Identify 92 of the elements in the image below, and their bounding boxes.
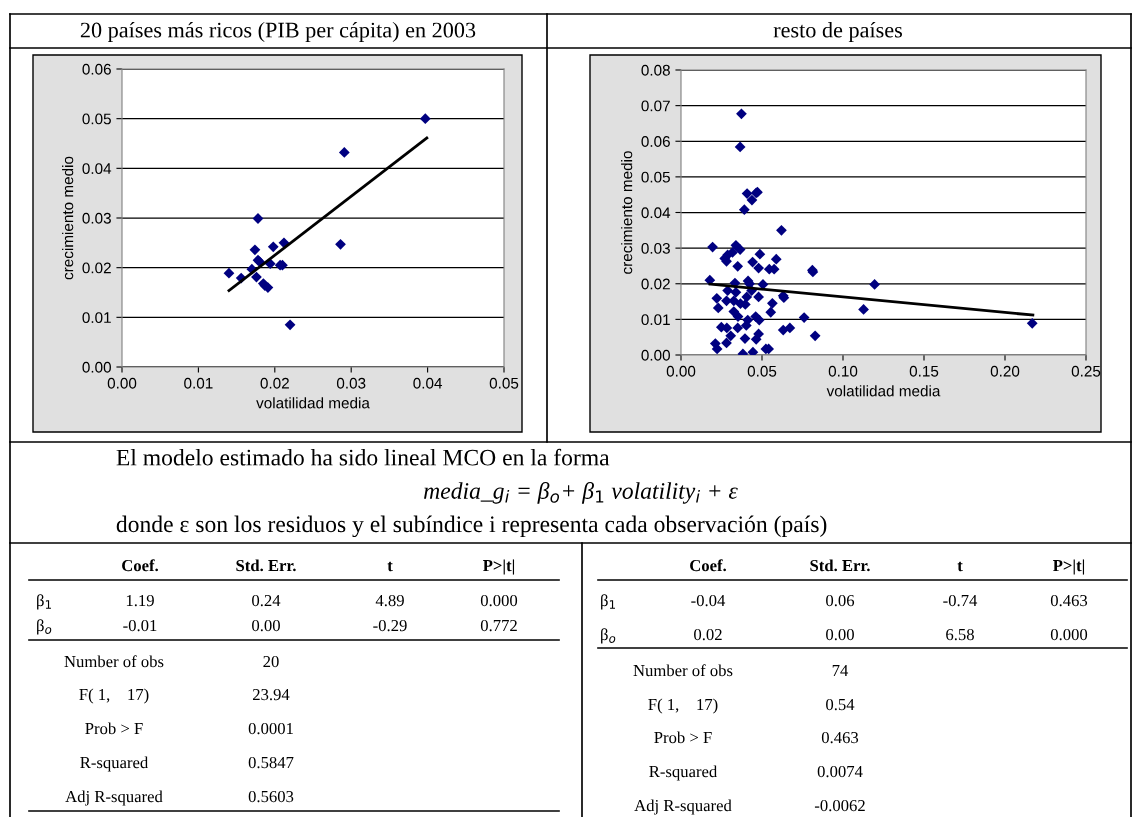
text: 20 [263, 655, 279, 668]
x-tick-label: 0.00 [666, 365, 696, 377]
category-label: Number of obs [64, 655, 164, 668]
category-label: β$_{1}$ [601, 594, 615, 610]
text: 0.0074 [817, 765, 863, 778]
y-tick-label: 0.02 [641, 278, 670, 290]
y-tick-label: 0.04 [641, 207, 671, 219]
y-tick-label: 0.01 [641, 314, 670, 326]
text: 23.94 [252, 688, 290, 701]
point [249, 244, 261, 256]
point [338, 147, 350, 158]
text: 0.02 [694, 628, 722, 641]
category-label: β$_{o}$ [37, 619, 52, 635]
category-label: Number of obs [633, 664, 733, 677]
point [251, 271, 262, 283]
text: 0.24 [252, 594, 281, 607]
text: 0.5603 [248, 790, 294, 803]
text: -0.29 [373, 619, 407, 632]
category-label: F( 1, 17) [79, 688, 149, 704]
text: 0.000 [480, 594, 518, 607]
category-label: t [387, 561, 393, 572]
category-label: R-squared [649, 765, 718, 781]
x-tick-label: 0.15 [909, 365, 939, 377]
y-tick-label: 0.05 [82, 113, 111, 125]
point [223, 267, 235, 279]
x-tick-label: 0.01 [184, 377, 213, 389]
y-tick-label: 0.04 [82, 163, 112, 175]
category-label: β$_{1}$ [37, 594, 51, 610]
category-label: Prob > F [654, 731, 712, 744]
x-tick-label: 0.04 [413, 377, 443, 389]
y-tick-label: 0.06 [641, 136, 670, 147]
chart-title: resto de países [773, 21, 902, 43]
text: -0.01 [123, 619, 157, 632]
y-tick-label: 0.05 [641, 171, 670, 183]
text: 0.772 [480, 619, 517, 632]
x-tick-label: 0.00 [107, 377, 137, 389]
text: -0.74 [943, 594, 978, 607]
text: 6.58 [946, 628, 974, 641]
category-label: P>|t| [483, 559, 515, 575]
text: 0.463 [821, 731, 859, 744]
text: donde ε son los residuos y el subíndice i representa cada observación (país) [116, 515, 827, 538]
text: 0.54 [826, 698, 855, 711]
x-tick-label: 0.25 [1071, 365, 1101, 377]
x-tick-label: 0.10 [828, 365, 858, 377]
x-axis-title: volatilidad media [256, 397, 370, 409]
category-label: P>|t| [1053, 559, 1085, 575]
text: 0.00 [252, 619, 280, 632]
category-label: Coef. [122, 559, 159, 572]
y-tick-label: 0.03 [82, 212, 111, 224]
y-tick-label: 0.08 [641, 64, 670, 76]
category-label: t [957, 561, 963, 572]
y-tick-label: 0.02 [82, 262, 111, 274]
text: 0.5847 [248, 756, 294, 769]
x-tick-label: 0.05 [747, 365, 777, 377]
text: -0.0062 [814, 799, 865, 812]
point [267, 241, 279, 253]
category-label: Adj R-squared [65, 790, 163, 806]
category-label: Coef. [690, 559, 727, 572]
category-label: Adj R-squared [634, 799, 732, 815]
category-label: R-squared [80, 756, 149, 772]
x-tick-label: 0.20 [990, 365, 1020, 377]
x-tick-label: 0.02 [260, 377, 289, 389]
category-label: Std. Err. [236, 559, 296, 572]
text: 74 [832, 665, 849, 677]
chart-title: 20 países más ricos (PIB per cápita) en 2003 [80, 21, 476, 43]
y-tick-label: 0.00 [641, 349, 670, 361]
text: 0.0001 [248, 722, 293, 735]
category-label: β$_{o}$ [601, 628, 616, 644]
point [419, 113, 431, 125]
y-tick-label: 0.03 [641, 242, 670, 254]
x-axis-title: volatilidad media [826, 385, 941, 397]
text: -0.04 [691, 594, 726, 607]
text: 0.00 [826, 628, 854, 641]
y-axis-title: crecimiento medio [621, 151, 633, 274]
text: 0.000 [1050, 628, 1088, 641]
y-tick-label: 0.07 [641, 100, 670, 112]
point [284, 319, 296, 331]
category-label: F( 1, 17) [648, 698, 718, 714]
text: 4.89 [375, 594, 404, 607]
y-tick-label: 0.01 [82, 312, 111, 324]
text: 0.06 [826, 594, 855, 607]
y-axis-title: crecimiento medio [62, 156, 74, 280]
x-tick-label: 0.05 [489, 377, 519, 389]
point [335, 238, 346, 250]
category-label: Std. Err. [810, 559, 870, 572]
text: media_g$_{i}$ = β$_{o}$+ β$_{1}$ volatility$_{i}$ + ε [424, 482, 738, 504]
text: El modelo estimado ha sido lineal MCO en la forma [116, 448, 610, 466]
y-tick-label: 0.06 [82, 63, 111, 75]
text: 1.19 [126, 594, 154, 607]
text: 0.463 [1050, 594, 1088, 607]
x-tick-label: 0.03 [336, 377, 366, 389]
category-label: Prob > F [85, 722, 143, 735]
